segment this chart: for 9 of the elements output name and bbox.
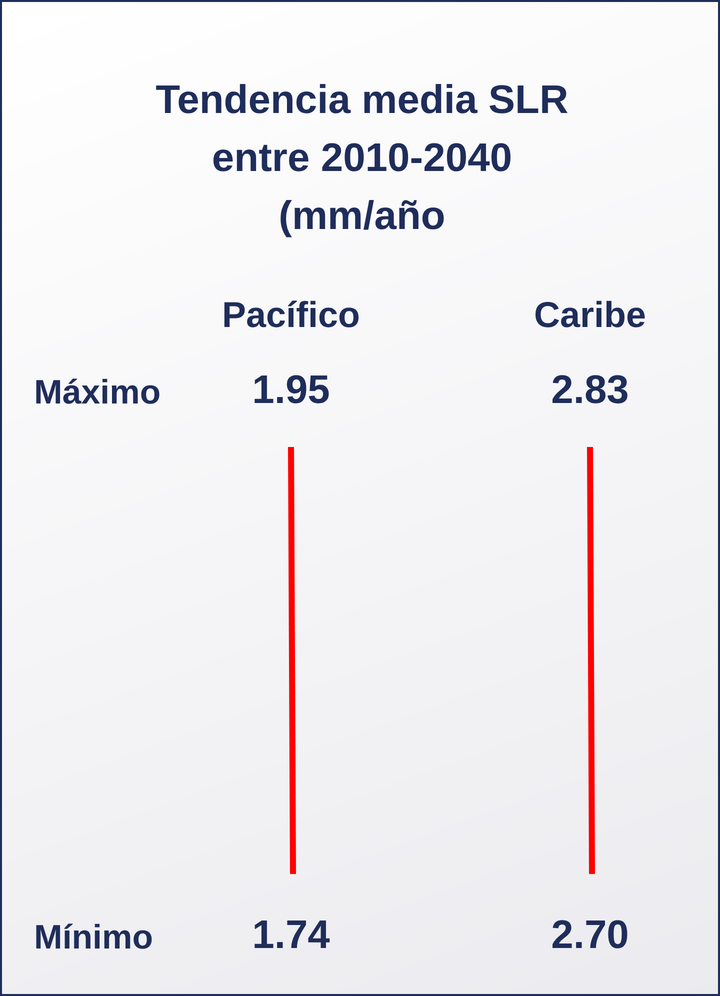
text: Tendencia media SLR entre 2010-2040 (mm/año [156, 78, 568, 238]
data-label: 2.83 [551, 368, 629, 412]
category-label: Caribe [534, 294, 646, 335]
data-label: 2.70 [551, 913, 629, 958]
data-label: 1.95 [252, 368, 330, 412]
text: Máximo [34, 373, 161, 412]
category-label: Pacífico [222, 294, 360, 335]
text: Mínimo [34, 918, 153, 956]
data-label: 1.74 [252, 913, 331, 958]
